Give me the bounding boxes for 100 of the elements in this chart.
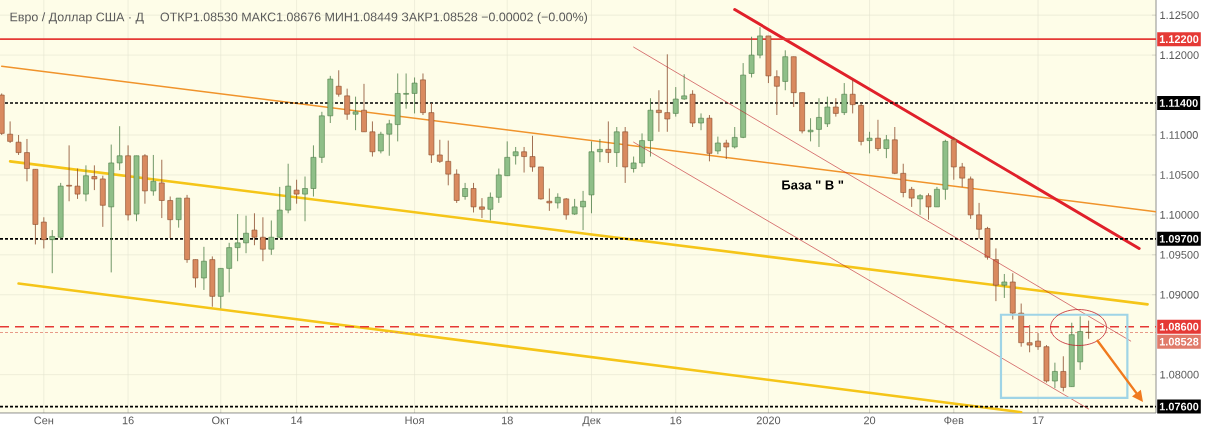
candlestick bbox=[251, 212, 258, 246]
candlestick bbox=[866, 131, 873, 154]
ref-line-label: 1.11400 bbox=[1159, 99, 1198, 107]
candlestick bbox=[49, 229, 56, 274]
candlestick bbox=[1026, 324, 1033, 353]
candlestick bbox=[7, 121, 13, 144]
candlestick bbox=[883, 134, 890, 159]
candlestick bbox=[285, 163, 291, 214]
candlestick bbox=[875, 119, 881, 152]
candlestick bbox=[352, 96, 359, 131]
x-tick-label: 2020 bbox=[756, 416, 781, 425]
ref-line-label: 1.08600 bbox=[1159, 322, 1199, 331]
candlestick bbox=[175, 197, 182, 229]
candlestick bbox=[900, 163, 907, 198]
ref-line-label: 1.12200 bbox=[1159, 35, 1199, 44]
candlestick bbox=[976, 202, 982, 240]
y-tick-label: 1.09500 bbox=[1160, 250, 1199, 259]
annotation: База " В " bbox=[782, 180, 844, 190]
candlestick bbox=[445, 140, 452, 186]
candlestick bbox=[715, 136, 721, 155]
candlestick bbox=[361, 83, 367, 133]
y-tick-label: 1.10000 bbox=[1160, 211, 1199, 219]
x-tick-label: Фев bbox=[944, 416, 964, 425]
y-tick-label: 1.12500 bbox=[1160, 11, 1199, 20]
candlestick bbox=[411, 77, 418, 114]
candlestick bbox=[529, 135, 536, 173]
candlestick bbox=[150, 154, 157, 197]
text: Евро / Доллар США · Д bbox=[10, 12, 144, 24]
y-tick-label: 1.10500 bbox=[1160, 171, 1199, 179]
candlestick bbox=[1060, 355, 1067, 392]
candlestick bbox=[201, 246, 207, 291]
candlestick bbox=[664, 53, 671, 133]
candlestick bbox=[243, 215, 249, 254]
candlestick bbox=[268, 220, 275, 256]
candlestick bbox=[41, 216, 47, 249]
candlestick bbox=[487, 192, 494, 221]
candlestick bbox=[807, 117, 814, 142]
candlestick bbox=[260, 216, 266, 262]
candlestick bbox=[917, 193, 923, 216]
y-tick-label: 1.09000 bbox=[1160, 290, 1199, 299]
candlestick bbox=[116, 125, 123, 171]
candlestick bbox=[479, 197, 485, 219]
candlestick bbox=[959, 162, 966, 188]
candlestick bbox=[462, 182, 468, 201]
candlestick bbox=[849, 79, 856, 114]
candlestick bbox=[656, 89, 662, 133]
candlestick bbox=[403, 73, 409, 110]
candlestick bbox=[158, 159, 165, 219]
candlestick bbox=[613, 126, 620, 168]
candlestick bbox=[470, 182, 477, 213]
text: ОТКР1.08530 МАКС1.08676 МИН1.08449 ЗАКР1.08528 −0.00002 (−0.00%) bbox=[160, 12, 588, 24]
candlestick bbox=[934, 186, 940, 208]
candlestick bbox=[1035, 332, 1041, 351]
x-tick-label: 14 bbox=[291, 416, 303, 425]
candlestick bbox=[757, 26, 763, 59]
candlestick bbox=[774, 69, 780, 116]
candlestick bbox=[1001, 273, 1008, 299]
x-tick-label: 18 bbox=[501, 416, 513, 425]
candlestick bbox=[681, 73, 687, 101]
candlestick bbox=[91, 164, 98, 191]
candlestick bbox=[563, 197, 570, 221]
candlestick bbox=[512, 146, 519, 165]
x-tick-label: 16 bbox=[670, 416, 682, 425]
candlestick bbox=[1085, 320, 1092, 340]
candlestick bbox=[74, 168, 81, 200]
candlestick bbox=[15, 134, 22, 156]
candlestick bbox=[841, 82, 848, 116]
ref-line-label: 1.07600 bbox=[1159, 402, 1199, 411]
y-tick-label: 1.11000 bbox=[1160, 131, 1198, 139]
candlestick bbox=[83, 164, 89, 202]
candlestick bbox=[24, 138, 30, 182]
candlestick bbox=[639, 132, 645, 168]
y-tick-label: 1.08000 bbox=[1160, 370, 1199, 379]
candlestick bbox=[437, 139, 443, 164]
candlestick bbox=[908, 186, 915, 208]
candlestick bbox=[369, 121, 376, 157]
candlestick bbox=[672, 86, 679, 118]
y-tick-label: 1.12000 bbox=[1160, 51, 1199, 59]
candlestick bbox=[925, 192, 932, 221]
candlestick bbox=[833, 97, 839, 118]
candlestick bbox=[226, 242, 233, 293]
candlestick bbox=[698, 113, 704, 131]
x-tick-label: 17 bbox=[1032, 416, 1044, 425]
x-tick-label: 16 bbox=[122, 416, 134, 425]
ref-line-label: 1.09700 bbox=[1159, 234, 1199, 243]
candlestick bbox=[66, 144, 72, 202]
candlestick bbox=[344, 88, 350, 121]
candlestick bbox=[546, 188, 553, 212]
candlestick bbox=[234, 213, 241, 262]
candlestick bbox=[293, 179, 300, 205]
candlestick bbox=[580, 190, 586, 231]
candlestick bbox=[816, 97, 822, 148]
candlestick bbox=[1052, 362, 1058, 389]
x-tick-label: Ноя bbox=[405, 416, 424, 425]
x-tick-label: Дек bbox=[582, 416, 601, 427]
candlestick bbox=[386, 119, 393, 157]
candlestick bbox=[723, 139, 730, 160]
candlestick bbox=[302, 176, 308, 222]
x-tick-label: Сен bbox=[34, 416, 54, 425]
candlestick bbox=[192, 259, 199, 288]
